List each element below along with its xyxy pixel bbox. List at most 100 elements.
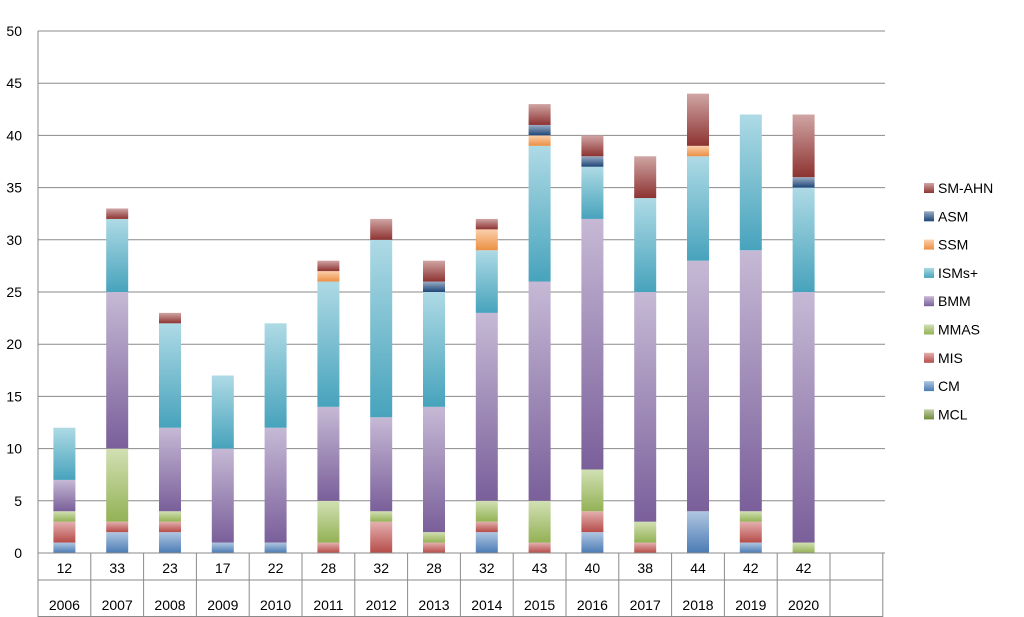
bar-segment-mis [528,542,551,553]
legend-label: ISMs+ [938,265,978,281]
bar-segment-bmm [792,292,815,543]
bar-segment-cm [475,532,498,553]
total-label: 28 [426,560,442,576]
legend-swatch [924,296,934,307]
total-label: 44 [690,560,706,576]
bar-segment-bmm [106,292,129,449]
legend-item: CM [924,378,960,394]
total-label: 32 [373,560,389,576]
bar-segment-cm [264,542,287,553]
legend-item: ISMs+ [924,265,978,281]
category-label: 2020 [788,597,819,613]
category-label: 2010 [260,597,291,613]
legend-label: SM-AHN [938,180,993,196]
bar-segment-mis [475,521,498,533]
bar-segment-isms- [423,292,445,407]
legend-label: MIS [938,350,963,366]
bar-segment-isms- [739,114,762,251]
bar-segment-sm-ahn [528,104,551,125]
category-label: 2016 [577,597,608,613]
bar-segment-asm [423,281,445,292]
bar-segment-mis [423,542,445,553]
bar-stack-2019 [739,114,762,553]
legend-item: ASM [924,208,968,224]
bar-segment-isms- [106,218,129,292]
y-tick-label: 25 [6,284,22,300]
y-axis-ticks: 0 5 10 15 20 25 30 35 40 45 50 [6,23,22,561]
legend-item: BMM [924,293,971,309]
bar-segment-isms- [53,427,76,480]
category-label: 2012 [366,597,397,613]
legend-item: MCL [924,406,968,422]
bar-segment-bmm [53,479,76,512]
bar-segment-ssm [317,271,340,282]
y-tick-label: 20 [6,336,22,352]
bar-segment-mis [159,521,181,533]
bar-segment-mmas [370,511,393,522]
bar-segment-bmm [317,406,340,501]
category-label: 2019 [735,597,766,613]
legend-item: MMAS [924,322,980,338]
bar-segment-isms- [687,156,709,261]
bar-segment-bmm [581,218,604,470]
bar-segment-sm-ahn [423,260,445,282]
legend-label: CM [938,378,960,394]
bar-stack-2008 [159,312,181,553]
bar-segment-mmas [792,542,815,553]
bar-segment-sm-ahn [317,260,340,272]
bar-segment-isms- [528,145,551,282]
legend-label: SSM [938,237,968,253]
category-label: 2017 [630,597,661,613]
category-label: 2008 [154,597,185,613]
bar-segment-isms- [634,198,657,292]
bar-segment-bmm [739,250,762,512]
bar-segment-sm-ahn [687,93,709,146]
bar-stack-2020 [792,114,815,553]
category-label: 2013 [418,597,449,613]
bar-segment-sm-ahn [475,218,498,230]
bar-stack-2007 [106,208,129,553]
bar-segment-isms- [317,281,340,407]
bar-segment-cm [739,542,762,553]
total-label: 22 [268,560,284,576]
bar-segment-mmas [106,448,129,522]
bar-segment-mis [739,521,762,543]
bar-segment-mmas [317,500,340,543]
legend-label: ASM [938,208,968,224]
legend-swatch [924,352,934,363]
legend-item: SSM [924,237,968,253]
bar-segment-mmas [581,469,604,512]
bar-segment-cm [581,532,604,553]
bar-segment-bmm [687,260,709,512]
category-label: 2018 [682,597,713,613]
category-label: 2007 [102,597,133,613]
bar-segment-mmas [475,500,498,522]
total-label: 12 [57,560,73,576]
bar-segment-mmas [159,511,181,522]
bar-segment-bmm [159,427,181,512]
bar-stack-2006 [53,427,76,553]
bar-segment-bmm [264,427,287,543]
bar-stack-2012 [370,218,393,553]
bar-segment-cm [687,511,709,553]
category-label: 2011 [313,597,343,613]
bar-segment-mmas [634,521,657,543]
bar-stack-2010 [264,323,287,553]
bar-segment-isms- [370,239,393,418]
bar-segment-cm [53,542,76,553]
bar-stack-2017 [634,156,657,553]
bar-segment-mmas [739,511,762,522]
bar-segment-sm-ahn [106,208,129,219]
y-tick-label: 5 [14,493,22,509]
total-label: 23 [162,560,178,576]
bar-segment-isms- [792,187,815,292]
bar-segment-sm-ahn [159,312,181,324]
total-label: 40 [585,560,601,576]
bar-segment-mis [53,521,76,543]
legend-swatch [924,324,934,335]
y-tick-label: 35 [6,180,22,196]
legend-label: MCL [938,406,968,422]
bar-stack-2013 [423,260,445,553]
total-label: 33 [109,560,125,576]
